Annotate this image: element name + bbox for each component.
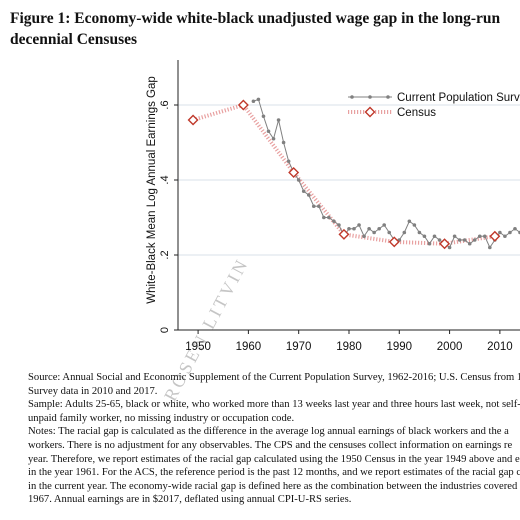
cps-point xyxy=(367,226,371,231)
note-line: in the year 1961. For the ACS, the refer… xyxy=(28,467,520,479)
x-ticks: 1950 1960 1970 1980 1990 2000 2010 xyxy=(185,330,513,353)
cps-point xyxy=(317,204,321,209)
cps-point xyxy=(427,241,432,246)
y-axis-label: White-Black Mean Log Annual Earnings Gap xyxy=(146,76,158,304)
x-tick-label: 1990 xyxy=(386,341,412,353)
data-series xyxy=(187,97,520,250)
cps-point xyxy=(372,230,376,235)
legend-cps-marker xyxy=(386,95,390,99)
cps-point xyxy=(482,234,487,239)
cps-point xyxy=(251,99,256,104)
legend-census-marker xyxy=(364,106,376,118)
census-point xyxy=(439,238,451,250)
note-line: Source: Annual Social and Economic Suppl… xyxy=(28,372,520,383)
wage-gap-chart: 0 .2 .4 .6 1950 1960 1970 1980 1990 2000 2010 Whi… xyxy=(146,60,520,353)
census-point xyxy=(288,167,300,178)
cps-point xyxy=(256,97,261,102)
census-point xyxy=(187,114,199,126)
cps-point xyxy=(452,234,457,239)
x-tick-label: 1980 xyxy=(336,341,362,353)
grid-lines xyxy=(178,104,520,256)
x-tick-label: 1950 xyxy=(185,341,211,353)
cps-point xyxy=(447,245,452,250)
figure-title: Figure 1: Economy-wide white-black unadj… xyxy=(10,8,520,50)
cps-point xyxy=(488,245,492,250)
census-point xyxy=(338,228,350,240)
cps-point xyxy=(377,226,381,231)
figure-title-line-2: decennial Censuses xyxy=(10,31,138,48)
cps-point xyxy=(266,129,271,134)
cps-point xyxy=(261,114,266,119)
y-tick-label: .4 xyxy=(159,175,171,184)
y-tick-label: .6 xyxy=(159,100,171,109)
note-line: unpaid family worker, no missing industr… xyxy=(28,412,295,424)
note-line: Sample: Adults 25-65, black or white, wh… xyxy=(28,399,520,411)
cps-point xyxy=(296,178,301,182)
census-series-line xyxy=(192,102,496,246)
cps-point xyxy=(286,159,291,164)
cps-point xyxy=(513,226,517,231)
cps-point xyxy=(306,193,311,197)
cps-point xyxy=(332,219,336,224)
x-tick-label: 1960 xyxy=(236,341,262,353)
cps-point xyxy=(457,238,462,242)
cps-point xyxy=(462,238,467,242)
cps-point xyxy=(417,230,422,235)
cps-point xyxy=(467,241,472,246)
cps-point xyxy=(311,204,316,209)
cps-point xyxy=(271,136,276,141)
cps-point xyxy=(503,234,507,239)
cps-point xyxy=(422,234,427,239)
note-line: Survey data in 2010 and 2017. xyxy=(28,385,158,397)
figure-title-line-1: Figure 1: Economy-wide white-black unadj… xyxy=(10,10,501,27)
x-tick-label: 2000 xyxy=(437,341,463,353)
cps-point xyxy=(472,238,477,242)
note-line: Notes: The racial gap is calculated as t… xyxy=(28,426,509,438)
legend-cps-label: Current Population Surve xyxy=(397,92,520,104)
cps-point xyxy=(412,223,417,227)
cps-point xyxy=(387,230,392,235)
cps-point xyxy=(402,230,407,235)
cps-point xyxy=(362,234,366,239)
x-tick-label: 1970 xyxy=(286,341,312,353)
note-line: workers. There is no adjustment for any … xyxy=(28,439,513,451)
cps-point xyxy=(382,223,386,227)
cps-point xyxy=(276,118,281,122)
census-point xyxy=(489,230,501,242)
cps-point xyxy=(407,219,412,224)
cps-point xyxy=(322,215,326,220)
cps-point xyxy=(337,223,341,227)
cps-point xyxy=(357,223,361,227)
cps-point xyxy=(432,234,437,239)
cps-point xyxy=(508,230,512,235)
y-ticks: 0 .2 .4 .6 xyxy=(159,100,178,333)
cps-point xyxy=(477,234,482,239)
legend: Current Population Surve Census xyxy=(348,92,520,119)
census-point xyxy=(237,99,249,111)
census-point xyxy=(388,236,400,248)
cps-point xyxy=(301,189,306,194)
legend-census-label: Census xyxy=(397,107,436,119)
cps-point xyxy=(281,140,286,145)
cps-point xyxy=(327,215,331,220)
y-tick-label: .2 xyxy=(159,250,171,259)
cps-point xyxy=(498,230,502,235)
x-tick-label: 2010 xyxy=(487,341,513,353)
legend-cps-marker xyxy=(350,95,354,99)
note-line: in the current year. The economy-wide ra… xyxy=(28,480,518,492)
figure-notes: Source: Annual Social and Economic Suppl… xyxy=(28,371,520,507)
legend-cps-marker xyxy=(368,95,372,99)
note-line: year. Therefore, we report estimates of … xyxy=(28,453,520,465)
cps-point xyxy=(347,226,351,231)
note-line: 1967. Annual earnings are in $2017, defl… xyxy=(28,494,352,506)
y-tick-label: 0 xyxy=(159,327,171,333)
cps-point xyxy=(352,226,356,231)
cps-point xyxy=(437,238,442,242)
